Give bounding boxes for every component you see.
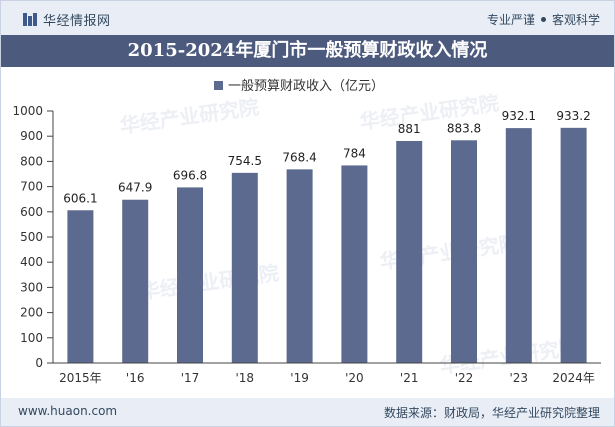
x-tick-label: '16 (126, 371, 145, 385)
x-tick-label: '20 (345, 371, 364, 385)
y-tick-label: 300 (20, 280, 43, 294)
watermark-text: 华经产业研究院 (118, 95, 260, 138)
bar (505, 128, 532, 363)
y-tick-label: 800 (20, 154, 43, 168)
brand-name: 华经情报网 (43, 14, 111, 29)
tag-objective: 客观科学 (551, 13, 600, 27)
x-tick-label: '22 (455, 371, 474, 385)
data-label: 754.5 (228, 154, 262, 168)
bar (286, 169, 313, 363)
tag-separator-dot (540, 17, 546, 22)
tag-professional: 专业严谨 (486, 13, 535, 27)
header-bar: 华经情报网 专业严谨 客观科学 (1, 1, 614, 35)
x-tick-label: '18 (236, 371, 255, 385)
data-label: 933.2 (556, 109, 590, 123)
data-label: 768.4 (282, 150, 316, 164)
bar (451, 140, 477, 363)
y-tick-label: 200 (20, 306, 43, 320)
brand: 华经情报网 (23, 10, 111, 29)
bar (341, 165, 368, 363)
x-tick-label: 2024年 (552, 371, 595, 385)
bar (177, 187, 203, 363)
y-tick-label: 400 (20, 255, 43, 269)
bar (560, 127, 587, 363)
data-label: 883.8 (447, 121, 481, 135)
data-label: 784 (343, 146, 366, 160)
x-tick-label: '19 (290, 371, 309, 385)
brand-logo-icon (23, 13, 37, 26)
bar-chart: 华经产业研究院华经产业研究院华经产业研究院华经产业研究院华经产业研究院 一般预算… (12, 78, 601, 385)
x-tick-label: '17 (181, 371, 200, 385)
data-labels: 606.1 647.9 696.8 754.5 768.4 784 881 883.8 932.… (63, 109, 591, 205)
x-tick-label: '23 (510, 371, 529, 385)
x-tick-label: '21 (400, 371, 419, 385)
data-label: 932.1 (502, 109, 536, 123)
bar (396, 140, 423, 363)
bar (231, 172, 258, 363)
legend: 一般预算财政收入（亿元） (214, 78, 384, 94)
header-tags: 专业严谨 客观科学 (487, 11, 600, 28)
x-tick-label: 2015年 (59, 371, 102, 385)
y-tick-label: 900 (20, 129, 43, 143)
watermark-text: 华经产业研究院 (138, 261, 280, 304)
y-tick-label: 600 (20, 205, 43, 219)
chart-title: 2015-2024年厦门市一般预算财政收入情况 (1, 35, 614, 67)
y-tick-label: 100 (20, 331, 43, 345)
y-axis: 0 100 200 300 400 500 600 700 800 900 1000 (12, 104, 54, 370)
y-tick-label: 700 (20, 180, 43, 194)
legend-swatch (214, 81, 223, 90)
data-source: 数据来源：财政局，华经产业研究院整理 (383, 406, 600, 420)
x-axis: 2015年 '16 '17 '18 '19 '20 '21 '22 '23 2024年 (53, 362, 601, 385)
bars (67, 127, 587, 363)
bar (122, 199, 149, 363)
data-label: 647.9 (118, 181, 152, 195)
y-tick-label: 500 (20, 230, 43, 244)
y-tick-label: 0 (35, 356, 43, 370)
data-label: 696.8 (173, 168, 207, 182)
website-link[interactable]: www.huaon.com (18, 404, 118, 418)
data-label: 881 (398, 122, 421, 136)
footer-bar: www.huaon.com 数据来源：财政局，华经产业研究院整理 (1, 398, 614, 426)
legend-label: 一般预算财政收入（亿元） (228, 78, 384, 94)
y-tick-label: 1000 (12, 104, 43, 118)
data-label: 606.1 (63, 191, 97, 205)
bar (67, 210, 94, 363)
